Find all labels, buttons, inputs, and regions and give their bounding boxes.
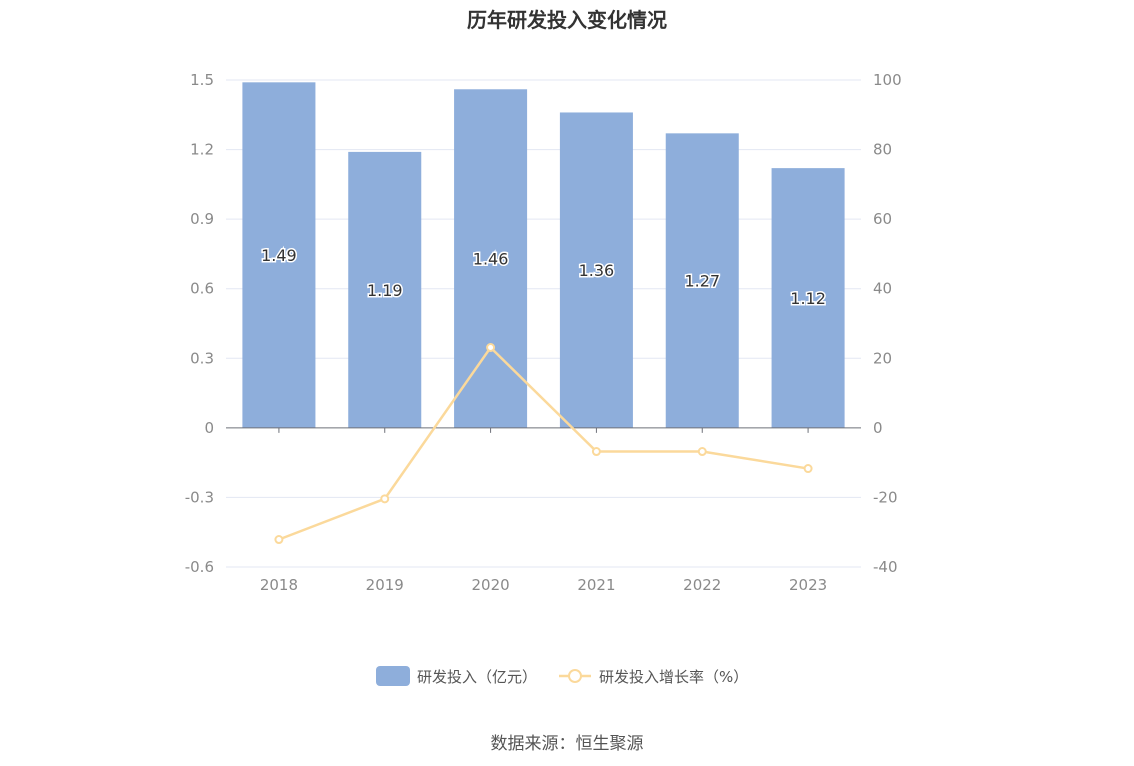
right-tick-label: 20 — [873, 349, 892, 367]
left-tick-label: -0.6 — [185, 558, 214, 576]
right-tick-label: 80 — [873, 141, 892, 159]
x-tick-label: 2018 — [260, 576, 298, 594]
legend: 研发投入（亿元） 研发投入增长率（%） — [376, 666, 748, 686]
left-tick-label: 1.5 — [190, 71, 214, 89]
bar-data-labels: 1.49 1.19 1.46 1.36 1.27 1.12 — [260, 245, 828, 310]
right-tick-label: -40 — [873, 558, 898, 576]
legend-bar-label: 研发投入（亿元） — [417, 668, 537, 686]
bar — [348, 151, 422, 428]
x-tick-label: 2019 — [366, 576, 404, 594]
bar — [559, 112, 633, 428]
growth-point — [591, 447, 601, 457]
right-axis-ticks: 100 80 60 40 20 0 -20 -40 — [873, 71, 902, 576]
growth-point — [380, 494, 390, 504]
left-tick-label: 0.6 — [190, 280, 214, 298]
legend-bar-swatch — [376, 666, 410, 686]
growth-line — [278, 345, 809, 541]
chart-title: 历年研发投入变化情况 — [467, 8, 667, 32]
bar-data-label: 1.49 — [261, 246, 297, 265]
bar — [665, 133, 739, 428]
left-axis-ticks: 1.5 1.2 0.9 0.6 0.3 0 -0.3 -0.6 — [185, 71, 214, 576]
right-tick-label: 60 — [873, 210, 892, 228]
left-tick-label: 1.2 — [190, 141, 214, 159]
left-tick-label: 0.9 — [190, 210, 214, 228]
growth-point — [697, 447, 707, 457]
x-axis-ticks: 2018 2019 2020 2021 2022 2023 — [260, 576, 827, 594]
left-tick-label: -0.3 — [185, 488, 214, 506]
bar — [771, 168, 845, 428]
x-tick-label: 2020 — [471, 576, 509, 594]
right-tick-label: 100 — [873, 71, 902, 89]
x-axis — [226, 427, 861, 433]
bar-data-label: 1.27 — [684, 272, 720, 291]
bar-data-label: 1.19 — [367, 281, 403, 300]
right-tick-label: 40 — [873, 280, 892, 298]
bar-data-label: 1.12 — [790, 289, 826, 308]
data-source: 数据来源：恒生聚源 — [490, 734, 644, 754]
left-tick-label: 0 — [204, 419, 214, 437]
legend-line-label: 研发投入增长率（%） — [599, 668, 748, 686]
bar-data-label: 1.46 — [473, 250, 509, 269]
bar — [242, 82, 316, 428]
grid-lines — [226, 79, 861, 568]
growth-point — [803, 464, 813, 474]
line-series — [274, 343, 813, 545]
x-tick-label: 2021 — [577, 576, 615, 594]
x-tick-label: 2022 — [683, 576, 721, 594]
growth-point — [486, 343, 496, 353]
right-tick-label: -20 — [873, 488, 898, 506]
bar-data-label: 1.36 — [579, 261, 615, 280]
legend-line-marker — [568, 669, 582, 683]
x-tick-label: 2023 — [789, 576, 827, 594]
bar-series — [242, 82, 845, 428]
left-tick-label: 0.3 — [190, 349, 214, 367]
growth-point — [274, 535, 284, 545]
right-tick-label: 0 — [873, 419, 883, 437]
